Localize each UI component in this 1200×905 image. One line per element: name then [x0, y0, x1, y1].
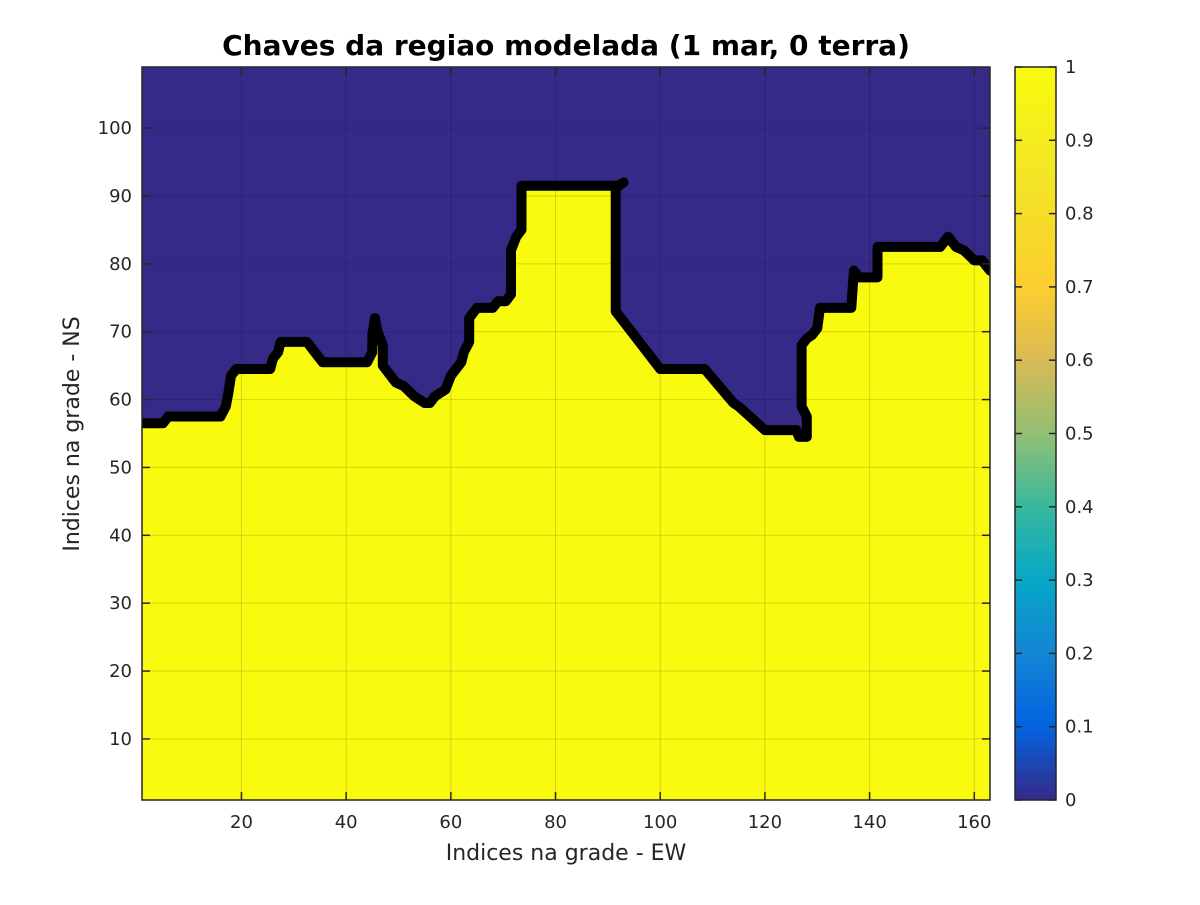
colorbar: 0 0.1 0.2 0.3 0.4 0.5 0.6 0.7 0.8 0.9 1	[1014, 57, 1094, 811]
colorbar-tick-label: 0.5	[1065, 424, 1094, 445]
colorbar-tick-label: 0.1	[1065, 717, 1094, 738]
colorbar-tick-label: 0.3	[1065, 570, 1094, 591]
colorbar-tick-label: 0.9	[1065, 130, 1094, 151]
x-tick-label: 120	[748, 812, 782, 833]
y-tick-label: 10	[109, 729, 132, 750]
plot-area: 20 40 60 80 100 120 140 160 1020304050607080901…	[98, 66, 991, 833]
y-tick-label: 40	[109, 525, 132, 546]
x-ticks: 20 40 60 80 100 120 140 160	[230, 67, 991, 833]
x-tick-label: 60	[439, 812, 462, 833]
x-tick-label: 160	[957, 812, 991, 833]
x-tick-label: 140	[852, 812, 886, 833]
colorbar-tick-label: 0.8	[1065, 204, 1094, 225]
x-tick-label: 40	[335, 812, 358, 833]
y-tick-label: 50	[109, 457, 132, 478]
colorbar-tick-label: 0	[1065, 790, 1076, 811]
y-tick-label: 90	[109, 186, 132, 207]
colorbar-tick-label: 0.6	[1065, 350, 1094, 371]
y-axis-label: Indices na grade - NS	[60, 316, 85, 551]
y-tick-label: 60	[109, 390, 132, 411]
colorbar-tick-label: 0.4	[1065, 497, 1094, 518]
colorbar-tick-label: 0.2	[1065, 643, 1094, 664]
colorbar-tick-label: 1	[1065, 57, 1076, 78]
x-tick-label: 20	[230, 812, 253, 833]
region-land	[142, 182, 990, 800]
y-ticks: 10 20 30 40 50 60 70 80 90 100	[98, 118, 990, 750]
y-tick-label: 20	[109, 661, 132, 682]
chart-title: Chaves da regiao modelada (1 mar, 0 terr…	[222, 29, 910, 62]
colorbar-ticks: 0 0.1 0.2 0.3 0.4 0.5 0.6 0.7 0.8 0.9 1	[1015, 57, 1094, 811]
y-tick-label: 80	[109, 254, 132, 275]
x-axis-label: Indices na grade - EW	[446, 841, 687, 866]
x-tick-label: 80	[544, 812, 567, 833]
y-tick-label: 70	[109, 322, 132, 343]
plot-frame	[141, 66, 991, 801]
x-tick-label: 100	[643, 812, 677, 833]
y-tick-label: 30	[109, 593, 132, 614]
y-tick-label: 100	[98, 118, 132, 139]
grid-lines	[142, 67, 990, 800]
colorbar-tick-label: 0.7	[1065, 277, 1094, 298]
boundary-line	[142, 177, 990, 442]
